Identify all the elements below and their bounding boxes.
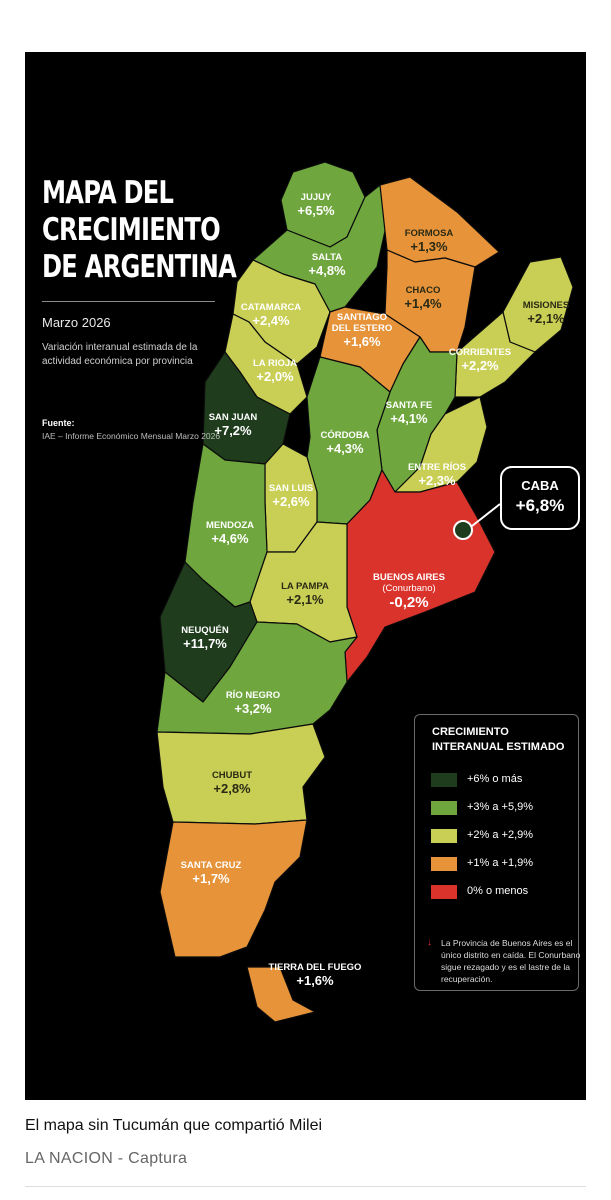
divider xyxy=(25,1186,586,1187)
map-image: MAPA DEL CRECIMIENTO DE ARGENTINA Marzo … xyxy=(25,52,586,1100)
label-rio-negro: RÍO NEGRO +3,2% xyxy=(225,690,281,716)
province-santa-cruz xyxy=(159,819,308,958)
label-santiago-estero: SANTIAGO DEL ESTERO +1,6% xyxy=(331,312,393,349)
province-rio-negro xyxy=(156,621,358,735)
label-santa-fe: SANTA FE +4,1% xyxy=(385,400,433,426)
caba-callout: CABA +6,8% xyxy=(500,466,580,530)
label-entre-rios: ENTRE RÍOS +2,3% xyxy=(407,462,467,488)
legend-swatch xyxy=(431,857,457,871)
map-description: Variación interanual estimada de la acti… xyxy=(42,342,198,367)
legend-swatch xyxy=(431,829,457,843)
label-neuquen: NEUQUÉN +11,7% xyxy=(181,625,229,651)
label-mendoza: MENDOZA +4,6% xyxy=(205,520,255,546)
legend-label: +1% a +1,9% xyxy=(467,857,534,869)
legend-swatch xyxy=(431,773,457,787)
province-corrientes xyxy=(454,311,536,398)
legend-swatch xyxy=(431,801,457,815)
label-cordoba: CÓRDOBA +4,3% xyxy=(320,430,370,456)
label-catamarca: CATAMARCA +2,4% xyxy=(240,302,302,328)
province-entre-rios xyxy=(394,396,488,493)
image-credit: LA NACION - Captura xyxy=(25,1150,188,1167)
image-caption: El mapa sin Tucumán que compartió Milei xyxy=(25,1117,323,1134)
legend: CRECIMIENTO INTERANUAL ESTIMADO +6% o má… xyxy=(414,714,581,991)
label-tierra-del-fuego: TIERRA DEL FUEGO +1,6% xyxy=(268,962,362,988)
caba-name: CABA xyxy=(521,478,559,493)
label-chaco: CHACO +1,4% xyxy=(404,285,442,311)
label-misiones: MISIONES +2,1% xyxy=(522,300,570,326)
caba-marker xyxy=(453,520,473,540)
label-santa-cruz: SANTA CRUZ +1,7% xyxy=(180,860,242,886)
map-date: Marzo 2026 xyxy=(42,315,111,330)
province-chubut xyxy=(156,723,326,825)
legend-title: CRECIMIENTO INTERANUAL ESTIMADO xyxy=(432,726,565,753)
legend-label: +2% a +2,9% xyxy=(467,829,534,841)
province-tierra-del-fuego xyxy=(246,966,316,1023)
label-salta: SALTA +4,8% xyxy=(308,252,346,278)
down-arrow-icon: ↓ xyxy=(427,937,432,948)
map-title: MAPA DEL CRECIMIENTO DE ARGENTINA xyxy=(42,175,237,285)
label-chubut: CHUBUT +2,8% xyxy=(211,770,253,796)
legend-label: 0% o menos xyxy=(467,885,529,897)
title-divider xyxy=(42,301,215,302)
legend-label: +3% a +5,9% xyxy=(467,801,534,813)
label-jujuy: JUJUY +6,5% xyxy=(297,192,335,218)
label-buenos-aires: BUENOS AIRES (Conurbano) -0,2% xyxy=(373,572,445,611)
label-corrientes: CORRIENTES +2,2% xyxy=(448,347,512,373)
source-text: IAE – Informe Económico Mensual Marzo 20… xyxy=(42,431,221,441)
legend-label: +6% o más xyxy=(467,773,523,785)
legend-swatch xyxy=(431,885,457,899)
label-san-luis: SAN LUIS +2,6% xyxy=(268,483,314,509)
source-label: Fuente: xyxy=(42,418,75,428)
caba-value: +6,8% xyxy=(515,496,565,515)
label-san-juan: SAN JUAN +7,2% xyxy=(208,412,258,438)
label-la-rioja: LA RIOJA +2,0% xyxy=(253,358,297,384)
argentina-map xyxy=(156,161,574,1023)
label-la-pampa: LA PAMPA +2,1% xyxy=(281,581,329,607)
legend-note: La Provincia de Buenos Aires es el único… xyxy=(441,938,581,984)
label-formosa: FORMOSA +1,3% xyxy=(404,228,454,254)
